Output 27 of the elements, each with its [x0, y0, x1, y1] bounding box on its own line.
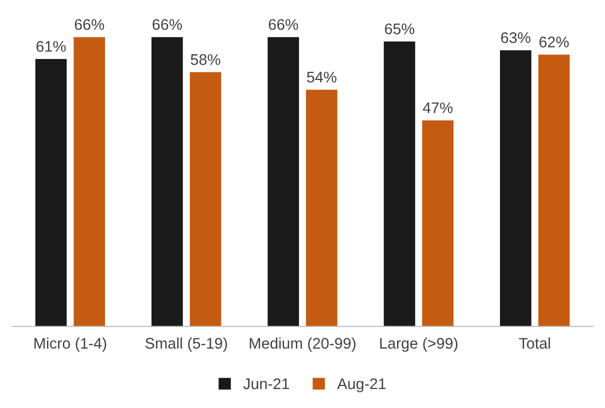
data-label: 61% — [36, 41, 66, 52]
x-tick-label: Small (5-19) — [145, 338, 227, 352]
data-label: 66% — [74, 19, 104, 30]
data-label: 58% — [190, 54, 220, 65]
bar — [74, 37, 106, 326]
bar — [190, 72, 222, 326]
data-label: 63% — [501, 32, 530, 44]
data-label: 54% — [306, 72, 336, 83]
bar — [422, 120, 454, 326]
x-tick-label: Total — [519, 338, 550, 349]
bar — [151, 37, 183, 326]
data-label: 65% — [384, 23, 414, 34]
x-tick-label: Medium (20-99) — [250, 338, 356, 352]
bar — [268, 37, 300, 326]
x-tick-label: Large (>99) — [380, 338, 458, 352]
bar — [538, 54, 570, 326]
legend-label: Jun-21 — [243, 378, 290, 390]
bar — [500, 50, 532, 326]
data-label: 66% — [152, 19, 182, 30]
bar — [306, 90, 338, 326]
legend-label: Aug-21 — [337, 378, 386, 392]
data-label: 47% — [422, 102, 453, 114]
bar — [384, 41, 416, 326]
x-tick-label: Micro (1-4) — [34, 338, 106, 352]
bar — [35, 59, 67, 326]
data-label: 66% — [268, 19, 298, 30]
data-label: 62% — [539, 36, 569, 48]
